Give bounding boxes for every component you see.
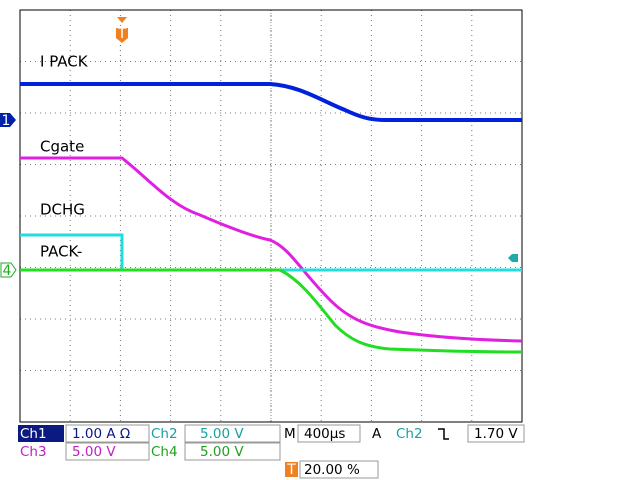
box xyxy=(65,424,150,443)
box xyxy=(297,424,361,443)
trigger-level-marker xyxy=(508,254,518,262)
ch1-marker xyxy=(0,113,16,127)
screen-border xyxy=(19,9,523,423)
trigger-position: 20.00 % xyxy=(304,462,360,478)
trigger-marker-label: T xyxy=(117,26,127,42)
trace-label: I PACK xyxy=(40,53,89,71)
trace-label: Cgate xyxy=(40,138,84,156)
ch2-scale: 5.00 V xyxy=(200,426,244,442)
trace-label: DCHG xyxy=(40,201,85,219)
box xyxy=(65,442,150,461)
timebase-label: M xyxy=(284,426,296,442)
ch4-scale: 5.00 V xyxy=(200,444,244,460)
trigger-mode: A xyxy=(372,426,382,442)
trigger-arrow xyxy=(117,17,127,23)
ch1-scale: 1.00 A Ω xyxy=(72,426,130,442)
trigger-source: Ch2 xyxy=(396,426,423,442)
box xyxy=(184,424,281,443)
ch4-name: Ch4 xyxy=(151,444,178,460)
trigger-position-icon xyxy=(285,462,298,477)
ch4-marker xyxy=(0,262,17,278)
trace-ch2 xyxy=(20,233,522,272)
graticule xyxy=(20,10,522,422)
ch1-name: Ch1 xyxy=(20,426,47,442)
trace-ch1 xyxy=(20,82,522,122)
ch3-name: Ch3 xyxy=(20,444,47,460)
trigger-position-marker xyxy=(116,28,128,43)
box xyxy=(184,442,281,461)
box xyxy=(467,424,525,443)
trigger-position-icon-label: T xyxy=(286,462,296,478)
trace-ch4 xyxy=(20,268,523,354)
trace-ch3 xyxy=(20,156,523,343)
trigger-level: 1.70 V xyxy=(474,426,518,442)
box xyxy=(299,460,379,479)
ch4-marker-label: 4 xyxy=(3,263,12,279)
ch2-name: Ch2 xyxy=(151,426,178,442)
ch1-tag-bg xyxy=(18,425,64,442)
timebase-value: 400µs xyxy=(304,426,345,442)
trace-label: PACK- xyxy=(40,243,82,261)
trigger-slope-icon xyxy=(438,428,449,440)
ch1-marker-label: 1 xyxy=(2,113,11,129)
ch3-scale: 5.00 V xyxy=(72,444,116,460)
